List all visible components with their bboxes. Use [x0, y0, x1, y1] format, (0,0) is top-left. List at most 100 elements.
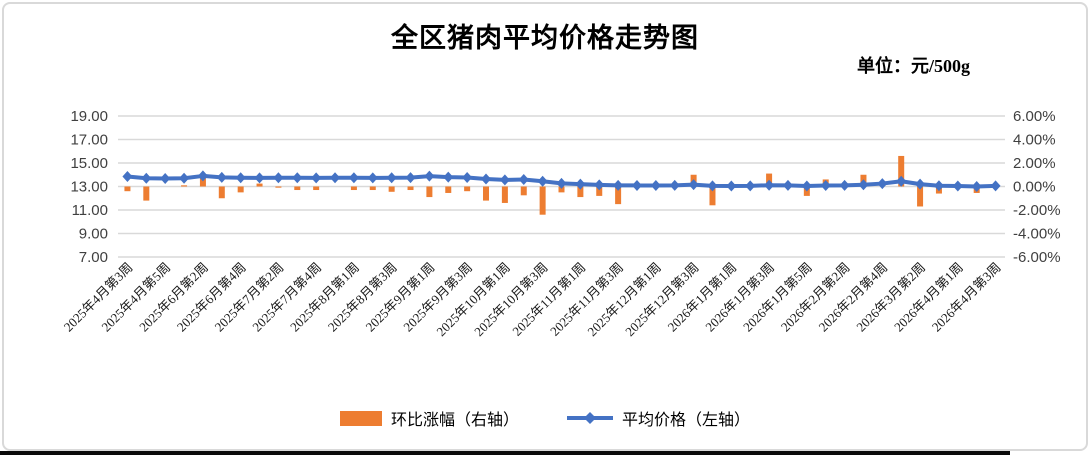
bar-2025年9月第4周 [483, 186, 490, 201]
chart-title: 全区猪肉平均价格走势图 [391, 23, 699, 53]
price-marker-2025年6月第1周 [179, 172, 190, 184]
price-marker-2026年1月第2周 [745, 180, 756, 192]
bar-2025年11月第3周 [615, 186, 622, 205]
legend-item-line-series[interactable]: 平均价格（左轴） [567, 406, 750, 430]
right-axis-tick: 0.00% [1013, 179, 1056, 196]
price-marker-2025年7月第5周 [330, 172, 341, 184]
price-marker-2026年4月第3周 [990, 180, 1001, 192]
bar-2026年3月第2周 [917, 186, 924, 207]
price-marker-2025年4月第3周 [122, 171, 133, 183]
left-axis-tick: 7.00 [79, 249, 108, 266]
left-axis-tick: 19.00 [70, 108, 108, 125]
price-marker-2025年12月第2周 [669, 179, 680, 191]
price-marker-2025年7月第4周 [311, 172, 322, 184]
price-marker-2025年4月第5周 [160, 173, 171, 185]
price-marker-2026年2月第4周 [877, 178, 888, 190]
x-axis-tick: 2026年4月第3周 [929, 260, 1004, 335]
right-axis-tick: -2.00% [1013, 202, 1061, 219]
price-marker-2025年9月第1周 [424, 170, 435, 182]
bar-2025年8月第2周 [369, 186, 376, 191]
price-marker-2026年4月第1周 [952, 180, 963, 192]
price-marker-2025年10月第1周 [499, 174, 510, 186]
legend: 环比涨幅（右轴） 平均价格（左轴） [0, 402, 1090, 434]
price-marker-2026年4月第2周 [971, 181, 982, 192]
price-marker-2025年12月第3周 [688, 179, 699, 191]
price-marker-2025年11月第2周 [594, 179, 605, 191]
bar-2025年10月第4周 [558, 186, 565, 193]
price-marker-2025年6月第4周 [235, 172, 246, 184]
price-marker-2025年7月第1周 [254, 172, 265, 184]
price-marker-2025年4月第4周 [141, 172, 152, 184]
bar-2025年7月第2周 [275, 186, 282, 188]
right-axis-tick: 4.00% [1013, 132, 1056, 149]
left-axis-tick: 9.00 [79, 226, 108, 243]
price-marker-2025年10月第4周 [556, 177, 567, 189]
bar-2025年6月第1周 [181, 185, 188, 187]
price-marker-2026年1月第5周 [801, 180, 812, 192]
bar-2025年10月第3周 [539, 186, 546, 215]
price-marker-2025年12月第1周 [650, 179, 661, 191]
bar-2025年8月第1周 [350, 186, 357, 191]
right-axis-tick: -4.00% [1013, 226, 1061, 243]
price-marker-2025年11月第1周 [575, 178, 586, 190]
right-axis-tick: -6.00% [1013, 249, 1061, 266]
bar-2025年6月第4周 [237, 186, 244, 193]
price-marker-2025年12月第4周 [707, 180, 718, 192]
right-axis-tick: 6.00% [1013, 108, 1056, 125]
bar-2025年9月第2周 [445, 186, 452, 193]
price-marker-2025年8月第4周 [405, 172, 416, 184]
legend-item-bar-series[interactable]: 环比涨幅（右轴） [339, 406, 519, 430]
bar-2025年8月第4周 [407, 186, 414, 191]
price-marker-2026年2月第3周 [858, 179, 869, 191]
price-marker-2025年9月第4周 [481, 173, 492, 185]
price-marker-2025年8月第2周 [367, 172, 378, 184]
unit-label: 单位：元/500g [856, 56, 970, 76]
price-marker-2025年7月第3周 [292, 172, 303, 184]
bar-2025年7月第1周 [256, 183, 263, 187]
price-marker-2025年10月第2周 [518, 173, 529, 185]
price-marker-2026年2月第2周 [839, 179, 850, 191]
price-marker-2026年2月第1周 [820, 179, 831, 191]
price-marker-2025年7月第2周 [273, 172, 284, 184]
bar-2025年10月第2周 [520, 186, 527, 196]
price-marker-2025年8月第3周 [386, 172, 397, 184]
price-marker-2025年11月第3周 [613, 179, 624, 191]
left-axis-tick: 15.00 [70, 155, 108, 172]
line-series-swatch [567, 412, 613, 424]
bar-2025年8月第3周 [388, 186, 395, 192]
bar-2025年10月第1周 [501, 186, 508, 203]
bar-2025年11月第2周 [596, 186, 603, 196]
price-marker-2026年1月第4周 [782, 179, 793, 191]
chart-frame [2, 2, 1088, 451]
price-marker-2025年11月第4周 [631, 179, 642, 191]
bar-2025年12月第4周 [709, 186, 716, 206]
bar-2025年7月第3周 [294, 186, 301, 191]
left-axis-tick: 13.00 [70, 179, 108, 196]
legend-label-line-series: 平均价格（左轴） [622, 412, 751, 429]
right-axis-tick: 2.00% [1013, 155, 1056, 172]
bar-2025年11月第1周 [577, 186, 584, 198]
left-axis-tick: 11.00 [72, 202, 108, 219]
price-marker-2025年9月第2周 [443, 171, 454, 183]
price-marker-2025年9月第3周 [462, 171, 473, 183]
legend-label-bar-series: 环比涨幅（右轴） [390, 412, 519, 429]
bar-2025年6月第2周 [199, 177, 206, 187]
price-marker-2025年6月第3周 [216, 171, 227, 183]
price-marker-2026年3月第1周 [896, 175, 907, 187]
left-axis-tick: 17.00 [70, 132, 108, 149]
bar-2025年7月第4周 [313, 186, 320, 191]
price-marker-2026年3月第3周 [933, 180, 944, 192]
price-marker-2026年3月第2周 [915, 178, 926, 190]
bar-2025年9月第1周 [426, 186, 433, 198]
bar-2025年4月第3周 [124, 186, 131, 192]
bar-2025年4月第4周 [143, 186, 150, 201]
price-marker-2025年8月第1周 [348, 172, 359, 184]
price-marker-2025年10月第3周 [537, 175, 548, 187]
bar-2025年6月第3周 [218, 186, 225, 199]
bar-2025年9月第3周 [464, 186, 471, 192]
bar-series-swatch [339, 410, 382, 426]
price-marker-2026年1月第1周 [726, 180, 737, 192]
bar-2026年3月第1周 [898, 155, 905, 187]
